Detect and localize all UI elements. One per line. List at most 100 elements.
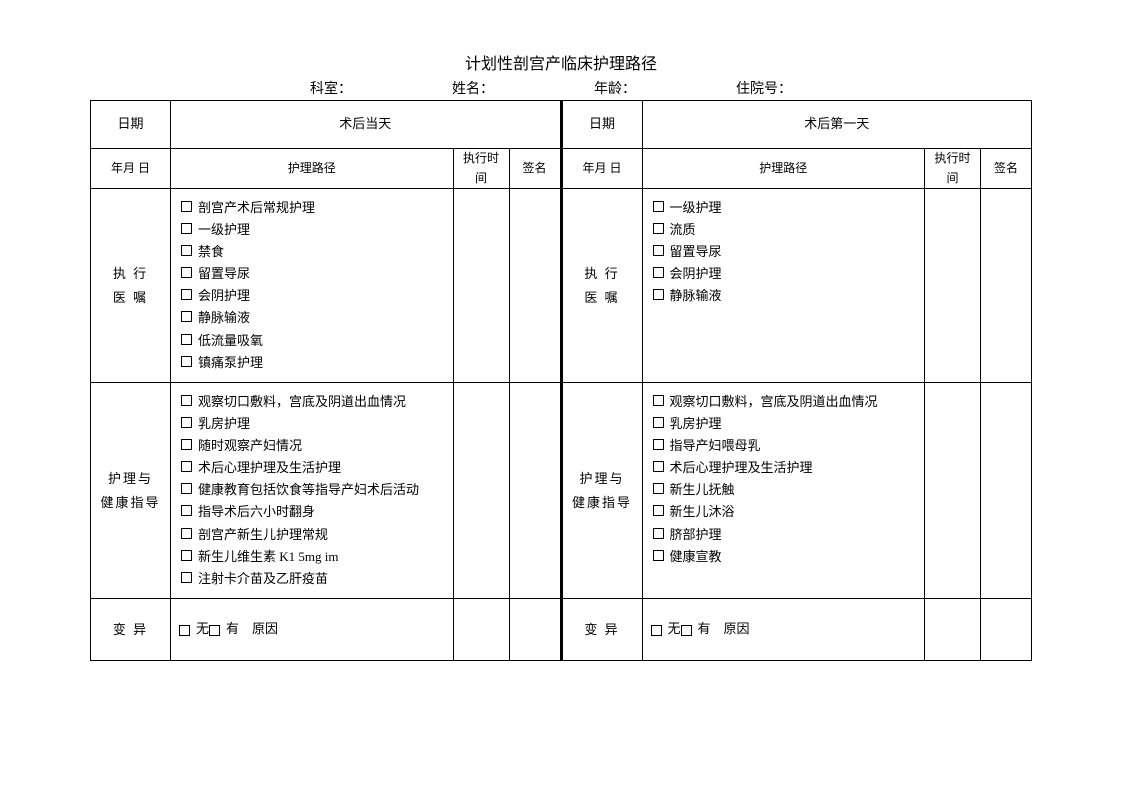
checklist: 观察切口敷料，宫底及阴道出血情况乳房护理随时观察产妇情况术后心理护理及生活护理健… bbox=[181, 391, 443, 590]
check-item: 脐部护理 bbox=[653, 524, 915, 546]
header-day-cell: 术后第一天 bbox=[643, 101, 1032, 148]
section-label-cell: 变 异 bbox=[563, 599, 643, 660]
right-table: 日期术后第一天年月 日护理路径执行时间签名执 行医 嘱一级护理流质留置导尿会阴护… bbox=[562, 101, 1032, 660]
sign-cell bbox=[981, 599, 1031, 660]
left-header-row: 日期术后当天 bbox=[91, 101, 560, 149]
check-text: 健康教育包括饮食等指导产妇术后活动 bbox=[198, 479, 443, 501]
right-subheader-row: 年月 日护理路径执行时间签名 bbox=[563, 149, 1032, 189]
section-content-cell: 剖宫产术后常规护理一级护理禁食留置导尿会阴护理静脉输液低流量吸氧镇痛泵护理 bbox=[171, 189, 454, 382]
section-label-cell: 护理与健康指导 bbox=[563, 383, 643, 598]
check-text: 留置导尿 bbox=[670, 241, 915, 263]
check-text: 随时观察产妇情况 bbox=[198, 435, 443, 457]
check-item: 指导产妇喂母乳 bbox=[653, 435, 915, 457]
check-item: 会阴护理 bbox=[653, 263, 915, 285]
checkbox-icon bbox=[181, 245, 192, 256]
check-item: 健康教育包括饮食等指导产妇术后活动 bbox=[181, 479, 443, 501]
check-text: 会阴护理 bbox=[670, 263, 915, 285]
check-item: 静脉输液 bbox=[181, 307, 443, 329]
checkbox-icon bbox=[181, 550, 192, 561]
section-content-cell: 观察切口敷料，宫底及阴道出血情况乳房护理随时观察产妇情况术后心理护理及生活护理健… bbox=[171, 383, 454, 598]
check-text: 新生儿沐浴 bbox=[670, 501, 915, 523]
header-day-cell: 术后当天 bbox=[171, 101, 560, 148]
section-content-cell: 一级护理流质留置导尿会阴护理静脉输液 bbox=[643, 189, 926, 382]
check-text: 注射卡介苗及乙肝疫苗 bbox=[198, 568, 443, 590]
checkbox-icon bbox=[181, 267, 192, 278]
checkbox-icon bbox=[653, 505, 664, 516]
checkbox-icon bbox=[653, 528, 664, 539]
checkbox-icon bbox=[181, 417, 192, 428]
header-date-cell: 日期 bbox=[91, 101, 171, 148]
section-label: 变 异 bbox=[584, 618, 619, 641]
sub-time-cell: 执行时间 bbox=[925, 149, 981, 188]
checkbox-icon bbox=[181, 223, 192, 234]
check-text: 剖宫产术后常规护理 bbox=[198, 197, 443, 219]
variant-has: 有 原因 bbox=[681, 617, 750, 642]
checkbox-icon bbox=[653, 483, 664, 494]
checkbox-icon bbox=[181, 572, 192, 583]
check-text: 新生儿维生素 K1 5mg im bbox=[198, 546, 443, 568]
time-cell bbox=[925, 383, 981, 598]
time-cell bbox=[454, 383, 510, 598]
right-section-row: 执 行医 嘱一级护理流质留置导尿会阴护理静脉输液 bbox=[563, 189, 1032, 383]
check-text: 新生儿抚触 bbox=[670, 479, 915, 501]
age-label: 年龄： bbox=[594, 78, 636, 98]
check-text: 指导术后六小时翻身 bbox=[198, 501, 443, 523]
check-text: 剖宫产新生儿护理常规 bbox=[198, 524, 443, 546]
checkbox-icon bbox=[653, 245, 664, 256]
variant-none: 无 bbox=[179, 617, 209, 642]
checklist: 一级护理流质留置导尿会阴护理静脉输液 bbox=[653, 197, 915, 307]
section-label-cell: 变 异 bbox=[91, 599, 171, 660]
checkbox-icon bbox=[181, 461, 192, 472]
check-text: 乳房护理 bbox=[670, 413, 915, 435]
variant-has: 有 原因 bbox=[209, 617, 278, 642]
section-content-cell: 无有 原因 bbox=[643, 599, 926, 660]
sub-date-cell: 年月 日 bbox=[91, 149, 171, 188]
checkbox-icon bbox=[181, 528, 192, 539]
check-item: 剖宫产新生儿护理常规 bbox=[181, 524, 443, 546]
checkbox-icon bbox=[181, 483, 192, 494]
section-label-cell: 执 行医 嘱 bbox=[563, 189, 643, 382]
check-text: 静脉输液 bbox=[198, 307, 443, 329]
checkbox-icon bbox=[181, 356, 192, 367]
check-item: 健康宣教 bbox=[653, 546, 915, 568]
check-item: 随时观察产妇情况 bbox=[181, 435, 443, 457]
section-label: 执 行医 嘱 bbox=[584, 262, 619, 309]
check-text: 观察切口敷料，宫底及阴道出血情况 bbox=[198, 391, 443, 413]
check-item: 观察切口敷料，宫底及阴道出血情况 bbox=[653, 391, 915, 413]
sign-cell bbox=[510, 599, 560, 660]
name-label: 姓名： bbox=[452, 78, 494, 98]
left-section-row: 执 行医 嘱剖宫产术后常规护理一级护理禁食留置导尿会阴护理静脉输液低流量吸氧镇痛… bbox=[91, 189, 560, 383]
checkbox-icon bbox=[653, 201, 664, 212]
check-item: 镇痛泵护理 bbox=[181, 352, 443, 374]
check-item: 乳房护理 bbox=[653, 413, 915, 435]
sign-cell bbox=[510, 383, 560, 598]
checkbox-icon bbox=[653, 395, 664, 406]
variant-none: 无 bbox=[651, 617, 681, 642]
check-item: 静脉输液 bbox=[653, 285, 915, 307]
time-cell bbox=[925, 189, 981, 382]
check-item: 一级护理 bbox=[653, 197, 915, 219]
check-item: 禁食 bbox=[181, 241, 443, 263]
check-item: 会阴护理 bbox=[181, 285, 443, 307]
check-item: 留置导尿 bbox=[181, 263, 443, 285]
left-table: 日期术后当天年月 日护理路径执行时间签名执 行医 嘱剖宫产术后常规护理一级护理禁… bbox=[91, 101, 562, 660]
section-label: 执 行医 嘱 bbox=[113, 262, 148, 309]
checklist: 剖宫产术后常规护理一级护理禁食留置导尿会阴护理静脉输液低流量吸氧镇痛泵护理 bbox=[181, 197, 443, 374]
check-item: 新生儿抚触 bbox=[653, 479, 915, 501]
sub-path-cell: 护理路径 bbox=[171, 149, 454, 188]
check-item: 新生儿维生素 K1 5mg im bbox=[181, 546, 443, 568]
checkbox-icon bbox=[181, 334, 192, 345]
left-section-row: 护理与健康指导观察切口敷料，宫底及阴道出血情况乳房护理随时观察产妇情况术后心理护… bbox=[91, 383, 560, 599]
checkbox-icon bbox=[651, 625, 662, 636]
left-section-row: 变 异无有 原因 bbox=[91, 599, 560, 660]
check-text: 低流量吸氧 bbox=[198, 330, 443, 352]
checkbox-icon bbox=[653, 223, 664, 234]
checkbox-icon bbox=[181, 439, 192, 450]
check-item: 留置导尿 bbox=[653, 241, 915, 263]
checkbox-icon bbox=[653, 550, 664, 561]
checkbox-icon bbox=[181, 311, 192, 322]
checkbox-icon bbox=[653, 267, 664, 278]
checkbox-icon bbox=[179, 625, 190, 636]
left-subheader-row: 年月 日护理路径执行时间签名 bbox=[91, 149, 560, 189]
checkbox-icon bbox=[653, 461, 664, 472]
